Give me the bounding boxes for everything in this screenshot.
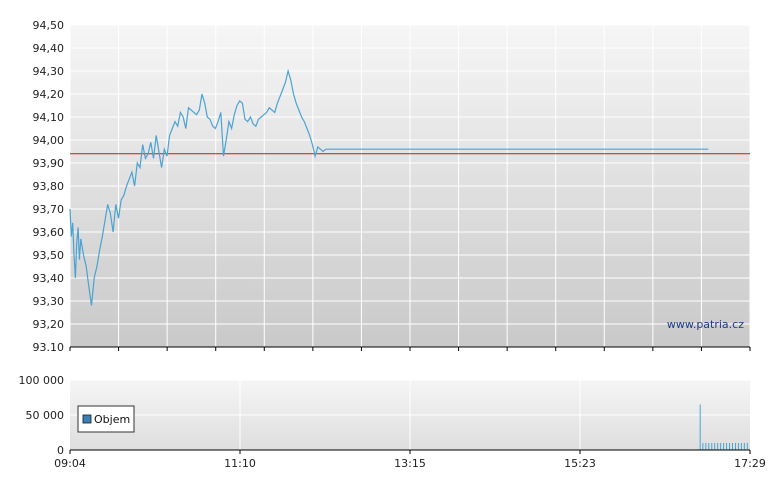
price-y-tick-label: 93,70 (33, 203, 65, 216)
volume-y-tick-label: 100 000 (19, 374, 65, 387)
price-y-tick-label: 94,50 (33, 19, 65, 32)
price-y-tick-label: 93,30 (33, 295, 65, 308)
price-y-tick-label: 94,40 (33, 42, 65, 55)
volume-x-tick-label: 13:15 (394, 457, 426, 470)
volume-x-ticks: 09:04 11:10 13:15 15:23 17:29 (54, 450, 766, 470)
price-y-tick-label: 93,50 (33, 249, 65, 262)
price-panel: 94,50 94,40 94,30 94,20 94,10 94,00 93,90 93,80… (33, 19, 751, 354)
volume-panel: 100 000 50 000 0 09:04 11:10 13:15 15:23 17:29… (19, 374, 766, 470)
legend: Objem (77, 405, 135, 433)
price-y-tick-label: 93.10 (33, 341, 65, 354)
price-y-tick-label: 94,30 (33, 65, 65, 78)
watermark: www.patria.cz (667, 318, 744, 331)
price-x-ticks (69, 347, 751, 351)
price-series-line (69, 68, 709, 306)
price-y-tick-label: 93,60 (33, 226, 65, 239)
price-y-tick-label: 93,90 (33, 157, 65, 170)
price-y-tick-label: 94,20 (33, 88, 65, 101)
volume-y-ticks: 100 000 50 000 0 (19, 374, 65, 457)
price-y-tick-label: 93,40 (33, 272, 65, 285)
legend-swatch (82, 414, 92, 424)
price-y-tick-label: 94,10 (33, 111, 65, 124)
volume-x-tick-label: 11:10 (224, 457, 256, 470)
volume-y-tick-label: 50 000 (26, 409, 65, 422)
price-y-tick-label: 93,80 (33, 180, 65, 193)
price-y-tick-label: 93,20 (33, 318, 65, 331)
volume-bars (699, 404, 748, 450)
volume-x-tick-label: 09:04 (54, 457, 86, 470)
price-y-tick-label: 94,00 (33, 134, 65, 147)
legend-label: Objem (94, 413, 130, 426)
volume-y-tick-label: 0 (57, 444, 64, 457)
volume-x-tick-label: 15:23 (564, 457, 596, 470)
price-y-ticks: 94,50 94,40 94,30 94,20 94,10 94,00 93,90 93,80… (33, 19, 65, 354)
volume-x-tick-label: 17:29 (734, 457, 766, 470)
